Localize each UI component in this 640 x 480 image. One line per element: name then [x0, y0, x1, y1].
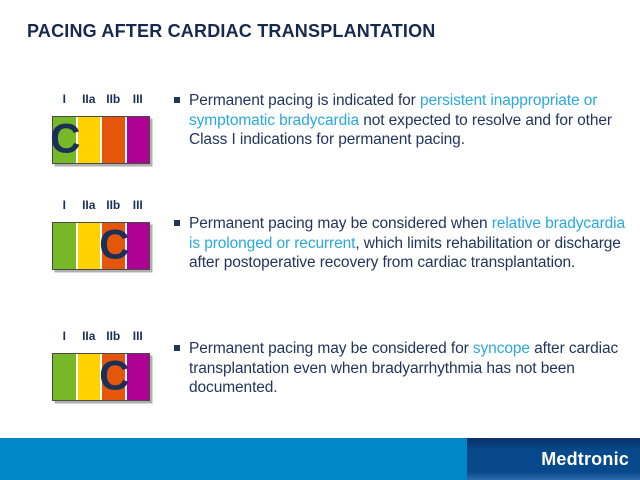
medtronic-wordmark: Medtronic [541, 448, 629, 469]
medtronic-logo-block: Medtronic [467, 438, 640, 480]
bullet-text-1: Permanent pacing is indicated for persis… [189, 91, 626, 150]
class-marker-c: C [99, 220, 130, 268]
class-segment-IIb [102, 223, 125, 269]
class-labels: I IIa IIb III [52, 329, 150, 343]
class-segment-IIa [77, 223, 100, 269]
class-label-I: I [62, 92, 66, 106]
class-label-III: III [132, 329, 143, 343]
class-label-IIa: IIa [82, 92, 96, 106]
class-of-recommendation-graphic-1: I IIa IIb III C [50, 92, 150, 164]
slide-title: PACING AFTER CARDIAC TRANSPLANTATION [27, 21, 436, 41]
class-segment-I [53, 354, 76, 400]
class-label-III: III [132, 198, 143, 212]
class-label-IIb: IIb [106, 198, 121, 212]
bullet-square-icon [174, 220, 180, 226]
bullet-accent-text: persistent inappropriate or symptomatic … [189, 92, 598, 129]
class-segment-I [53, 223, 76, 269]
class-label-III: III [132, 92, 143, 106]
bullet-item-1: Permanent pacing is indicated for persis… [174, 91, 626, 150]
class-color-bar: C [50, 114, 150, 164]
class-of-recommendation-graphic-3: I IIa IIb III C [52, 329, 150, 401]
class-segment-III [126, 223, 149, 269]
class-segment-III [126, 117, 149, 163]
class-segment-IIb [102, 354, 125, 400]
bullet-text-3: Permanent pacing may be considered for s… [189, 339, 626, 398]
class-color-bar: C [52, 222, 150, 270]
class-segment-IIb [102, 117, 125, 163]
class-color-bar: C [52, 353, 150, 401]
bullet-item-2: Permanent pacing may be considered when … [174, 214, 626, 273]
class-label-IIb: IIb [106, 92, 121, 106]
class-label-IIa: IIa [82, 198, 96, 212]
class-label-IIb: IIb [106, 329, 121, 343]
class-segment-IIa [77, 117, 100, 163]
bullet-text-part: Permanent pacing may be considered for [189, 340, 473, 357]
bullet-accent-text: syncope [472, 340, 530, 357]
class-segment-I [53, 117, 76, 163]
bullet-text-part: Permanent pacing may be considered when [189, 215, 492, 232]
class-marker-c: C [99, 351, 130, 399]
bullet-text-2: Permanent pacing may be considered when … [189, 214, 626, 273]
bullet-text-part: Permanent pacing is indicated for [189, 92, 420, 109]
class-label-IIa: IIa [82, 329, 96, 343]
class-of-recommendation-graphic-2: I IIa IIb III C [52, 198, 150, 270]
bullet-item-3: Permanent pacing may be considered for s… [174, 339, 626, 398]
bullet-text-part: , which limits rehabilitation or dischar… [189, 234, 621, 272]
bullet-text-part: not expected to resolve and for other Cl… [189, 111, 612, 149]
class-labels: I IIa IIb III [52, 198, 150, 212]
class-segment-IIa [77, 354, 100, 400]
bullet-accent-text: relative bradycardia is prolonged or rec… [189, 215, 626, 252]
class-label-I: I [62, 198, 66, 212]
class-segment-III [126, 354, 149, 400]
bullet-square-icon [174, 97, 180, 103]
bullet-text-part: after cardiac transplantation even when … [189, 340, 619, 396]
class-marker-c: C [50, 114, 81, 162]
class-labels: I IIa IIb III [52, 92, 150, 106]
bullet-square-icon [174, 345, 180, 351]
class-label-I: I [62, 329, 66, 343]
